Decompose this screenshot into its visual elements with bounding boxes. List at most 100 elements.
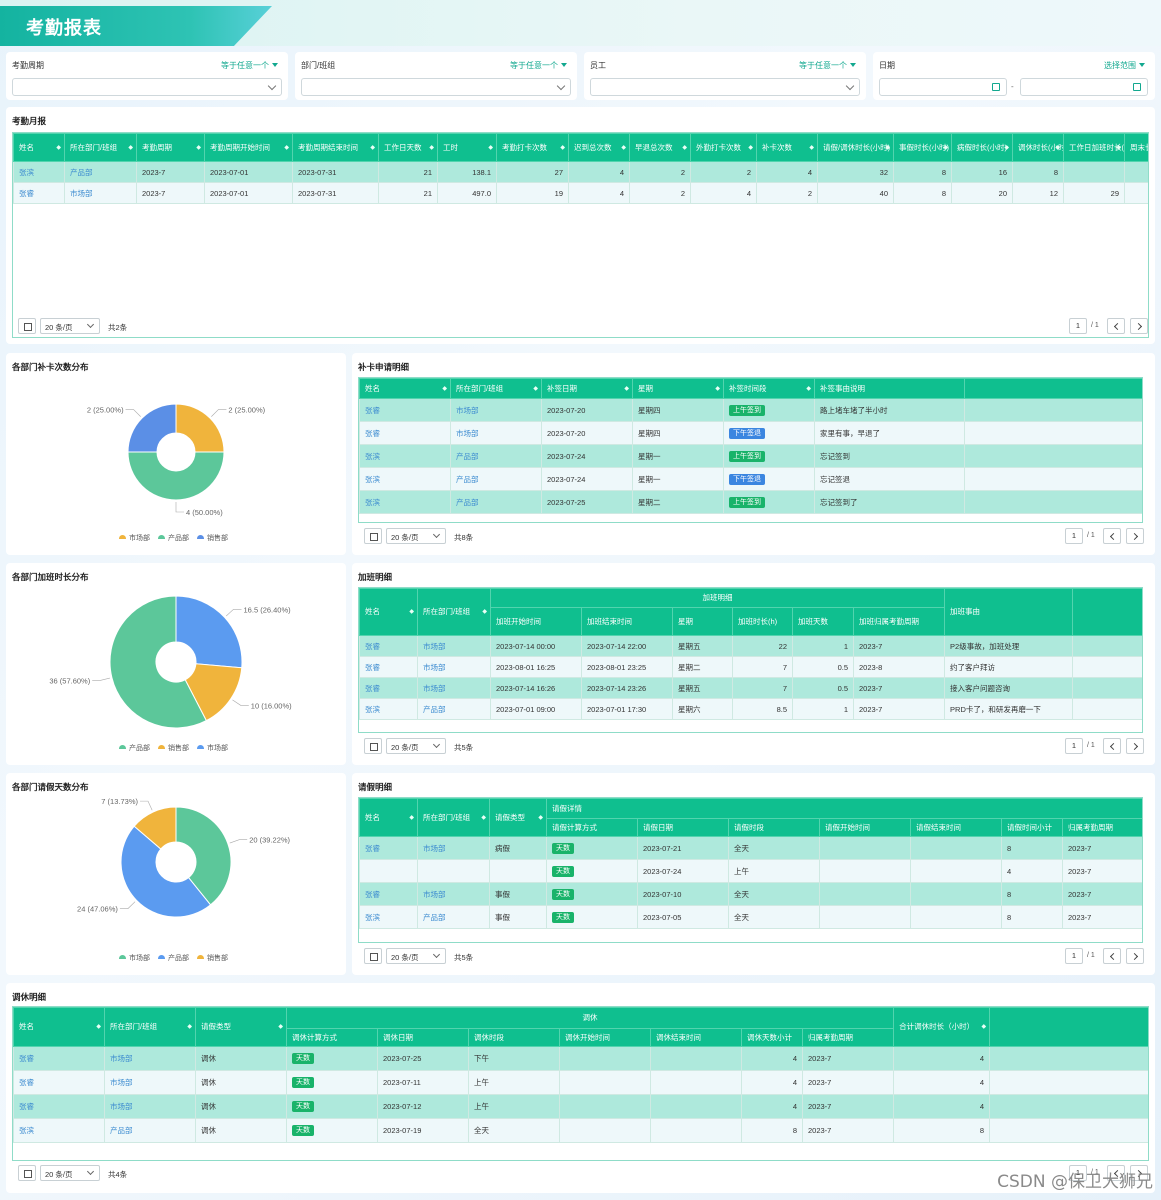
table-cell[interactable]: 产品部 bbox=[417, 698, 491, 720]
column-header[interactable]: 所在部门/班组 bbox=[417, 798, 490, 837]
filter-operator[interactable]: 等于任意一个 bbox=[510, 60, 567, 71]
pie-slice[interactable] bbox=[109, 595, 208, 729]
table-cell[interactable] bbox=[417, 859, 490, 883]
column-header[interactable]: 调休时长(小时) bbox=[1012, 133, 1064, 162]
legend-label[interactable]: 产品部 bbox=[129, 745, 150, 752]
pie-slice[interactable] bbox=[175, 595, 243, 669]
table-cell[interactable]: 张睿 bbox=[359, 677, 418, 699]
page-size-select[interactable]: 20 条/页 bbox=[386, 948, 446, 964]
table-cell[interactable]: 张滨 bbox=[359, 444, 451, 468]
table-cell[interactable]: 张睿 bbox=[359, 882, 418, 906]
next-page-button[interactable] bbox=[1126, 738, 1144, 754]
pie-slice[interactable] bbox=[127, 403, 177, 453]
column-header[interactable]: 考勤周期结束时间 bbox=[292, 133, 379, 162]
pie-slice[interactable] bbox=[120, 825, 212, 918]
prev-page-button[interactable] bbox=[1103, 528, 1121, 544]
legend-label[interactable]: 产品部 bbox=[168, 955, 189, 962]
next-page-button[interactable] bbox=[1126, 528, 1144, 544]
table-cell[interactable]: 产品部 bbox=[64, 161, 137, 183]
column-header[interactable]: 补签时间段 bbox=[723, 378, 815, 399]
table-cell[interactable]: 市场部 bbox=[417, 656, 491, 678]
table-cell[interactable]: 张睿 bbox=[13, 182, 65, 204]
prev-page-button[interactable] bbox=[1107, 1165, 1125, 1181]
page-number-input[interactable]: 1 bbox=[1069, 318, 1087, 334]
prev-page-button[interactable] bbox=[1103, 738, 1121, 754]
page-number-input[interactable]: 1 bbox=[1065, 738, 1083, 754]
column-settings-icon[interactable] bbox=[364, 948, 382, 964]
column-header[interactable]: 姓名 bbox=[359, 378, 451, 399]
page-size-select[interactable]: 20 条/页 bbox=[40, 1165, 100, 1181]
table-cell[interactable]: 产品部 bbox=[450, 444, 542, 468]
column-settings-icon[interactable] bbox=[18, 1165, 36, 1181]
table-cell[interactable]: 市场部 bbox=[417, 836, 490, 860]
table-cell[interactable]: 产品部 bbox=[417, 905, 490, 929]
table-cell[interactable]: 张滨 bbox=[359, 698, 418, 720]
table-cell[interactable]: 产品部 bbox=[450, 490, 542, 514]
column-header[interactable]: 所在部门/班组 bbox=[104, 1007, 196, 1047]
date-start-input[interactable] bbox=[879, 78, 1007, 96]
table-cell[interactable]: 张滨 bbox=[13, 161, 65, 183]
page-size-select[interactable]: 20 条/页 bbox=[40, 318, 100, 334]
column-header[interactable]: 所在部门/班组 bbox=[450, 378, 542, 399]
column-header[interactable]: 补签日期 bbox=[541, 378, 633, 399]
column-header[interactable]: 早退总次数 bbox=[629, 133, 691, 162]
filter-dept-select[interactable] bbox=[301, 78, 571, 96]
column-header[interactable]: 工作日加班时长(小时) bbox=[1063, 133, 1125, 162]
legend-label[interactable]: 市场部 bbox=[129, 535, 150, 542]
column-header[interactable]: 星期 bbox=[632, 378, 724, 399]
table-cell[interactable]: 张睿 bbox=[359, 421, 451, 445]
table-cell[interactable]: 市场部 bbox=[417, 677, 491, 699]
legend-label[interactable]: 产品部 bbox=[168, 535, 189, 542]
table-cell[interactable]: 张睿 bbox=[359, 635, 418, 657]
column-header[interactable]: 姓名 bbox=[359, 798, 418, 837]
column-header[interactable]: 病假时长(小时) bbox=[951, 133, 1013, 162]
column-header[interactable]: 合计调休时长（小时） bbox=[893, 1007, 991, 1047]
legend-label[interactable]: 销售部 bbox=[207, 535, 228, 542]
table-cell[interactable]: 张滨 bbox=[359, 467, 451, 491]
prev-page-button[interactable] bbox=[1103, 948, 1121, 964]
table-cell[interactable]: 张睿 bbox=[359, 836, 418, 860]
column-header[interactable]: 补卡次数 bbox=[756, 133, 818, 162]
legend-label[interactable]: 市场部 bbox=[207, 745, 228, 752]
table-cell[interactable]: 市场部 bbox=[417, 635, 491, 657]
next-page-button[interactable] bbox=[1130, 318, 1148, 334]
table-cell[interactable]: 张睿 bbox=[359, 398, 451, 422]
filter-employee-select[interactable] bbox=[590, 78, 860, 96]
table-cell[interactable]: 市场部 bbox=[104, 1094, 196, 1119]
table-cell[interactable]: 张睿 bbox=[13, 1070, 105, 1095]
table-cell[interactable]: 张睿 bbox=[13, 1094, 105, 1119]
column-header[interactable]: 工时 bbox=[437, 133, 497, 162]
legend-label[interactable]: 销售部 bbox=[168, 745, 189, 752]
table-cell[interactable]: 市场部 bbox=[104, 1046, 196, 1071]
table-cell[interactable]: 张滨 bbox=[359, 905, 418, 929]
table-cell[interactable]: 市场部 bbox=[450, 421, 542, 445]
table-cell[interactable]: 市场部 bbox=[64, 182, 137, 204]
table-cell[interactable]: 产品部 bbox=[104, 1118, 196, 1143]
pie-slice[interactable] bbox=[133, 806, 177, 850]
filter-operator[interactable]: 等于任意一个 bbox=[799, 60, 856, 71]
column-header[interactable]: 迟到总次数 bbox=[568, 133, 630, 162]
page-size-select[interactable]: 20 条/页 bbox=[386, 528, 446, 544]
table-cell[interactable] bbox=[359, 859, 418, 883]
column-header[interactable]: 请假类型 bbox=[489, 798, 547, 837]
column-header[interactable]: 请假/调休时长(小时) bbox=[817, 133, 894, 162]
filter-period-select[interactable] bbox=[12, 78, 282, 96]
table-cell[interactable]: 张滨 bbox=[13, 1118, 105, 1143]
table-cell[interactable]: 市场部 bbox=[104, 1070, 196, 1095]
column-header[interactable]: 事假时长(小时) bbox=[893, 133, 952, 162]
column-settings-icon[interactable] bbox=[18, 318, 36, 334]
column-settings-icon[interactable] bbox=[364, 528, 382, 544]
column-header[interactable]: 工作日天数 bbox=[378, 133, 438, 162]
table-cell[interactable]: 张滨 bbox=[359, 490, 451, 514]
column-header[interactable]: 姓名 bbox=[13, 1007, 105, 1047]
legend-label[interactable]: 销售部 bbox=[207, 955, 228, 962]
column-header[interactable]: 所在部门/班组 bbox=[417, 588, 491, 636]
column-header[interactable]: 考勤周期开始时间 bbox=[204, 133, 293, 162]
column-header[interactable]: 考勤周期 bbox=[136, 133, 205, 162]
table-cell[interactable]: 张睿 bbox=[359, 656, 418, 678]
next-page-button[interactable] bbox=[1126, 948, 1144, 964]
table-cell[interactable]: 市场部 bbox=[450, 398, 542, 422]
column-header[interactable]: 请假类型 bbox=[195, 1007, 287, 1047]
next-page-button[interactable] bbox=[1130, 1165, 1148, 1181]
legend-label[interactable]: 市场部 bbox=[129, 955, 150, 962]
